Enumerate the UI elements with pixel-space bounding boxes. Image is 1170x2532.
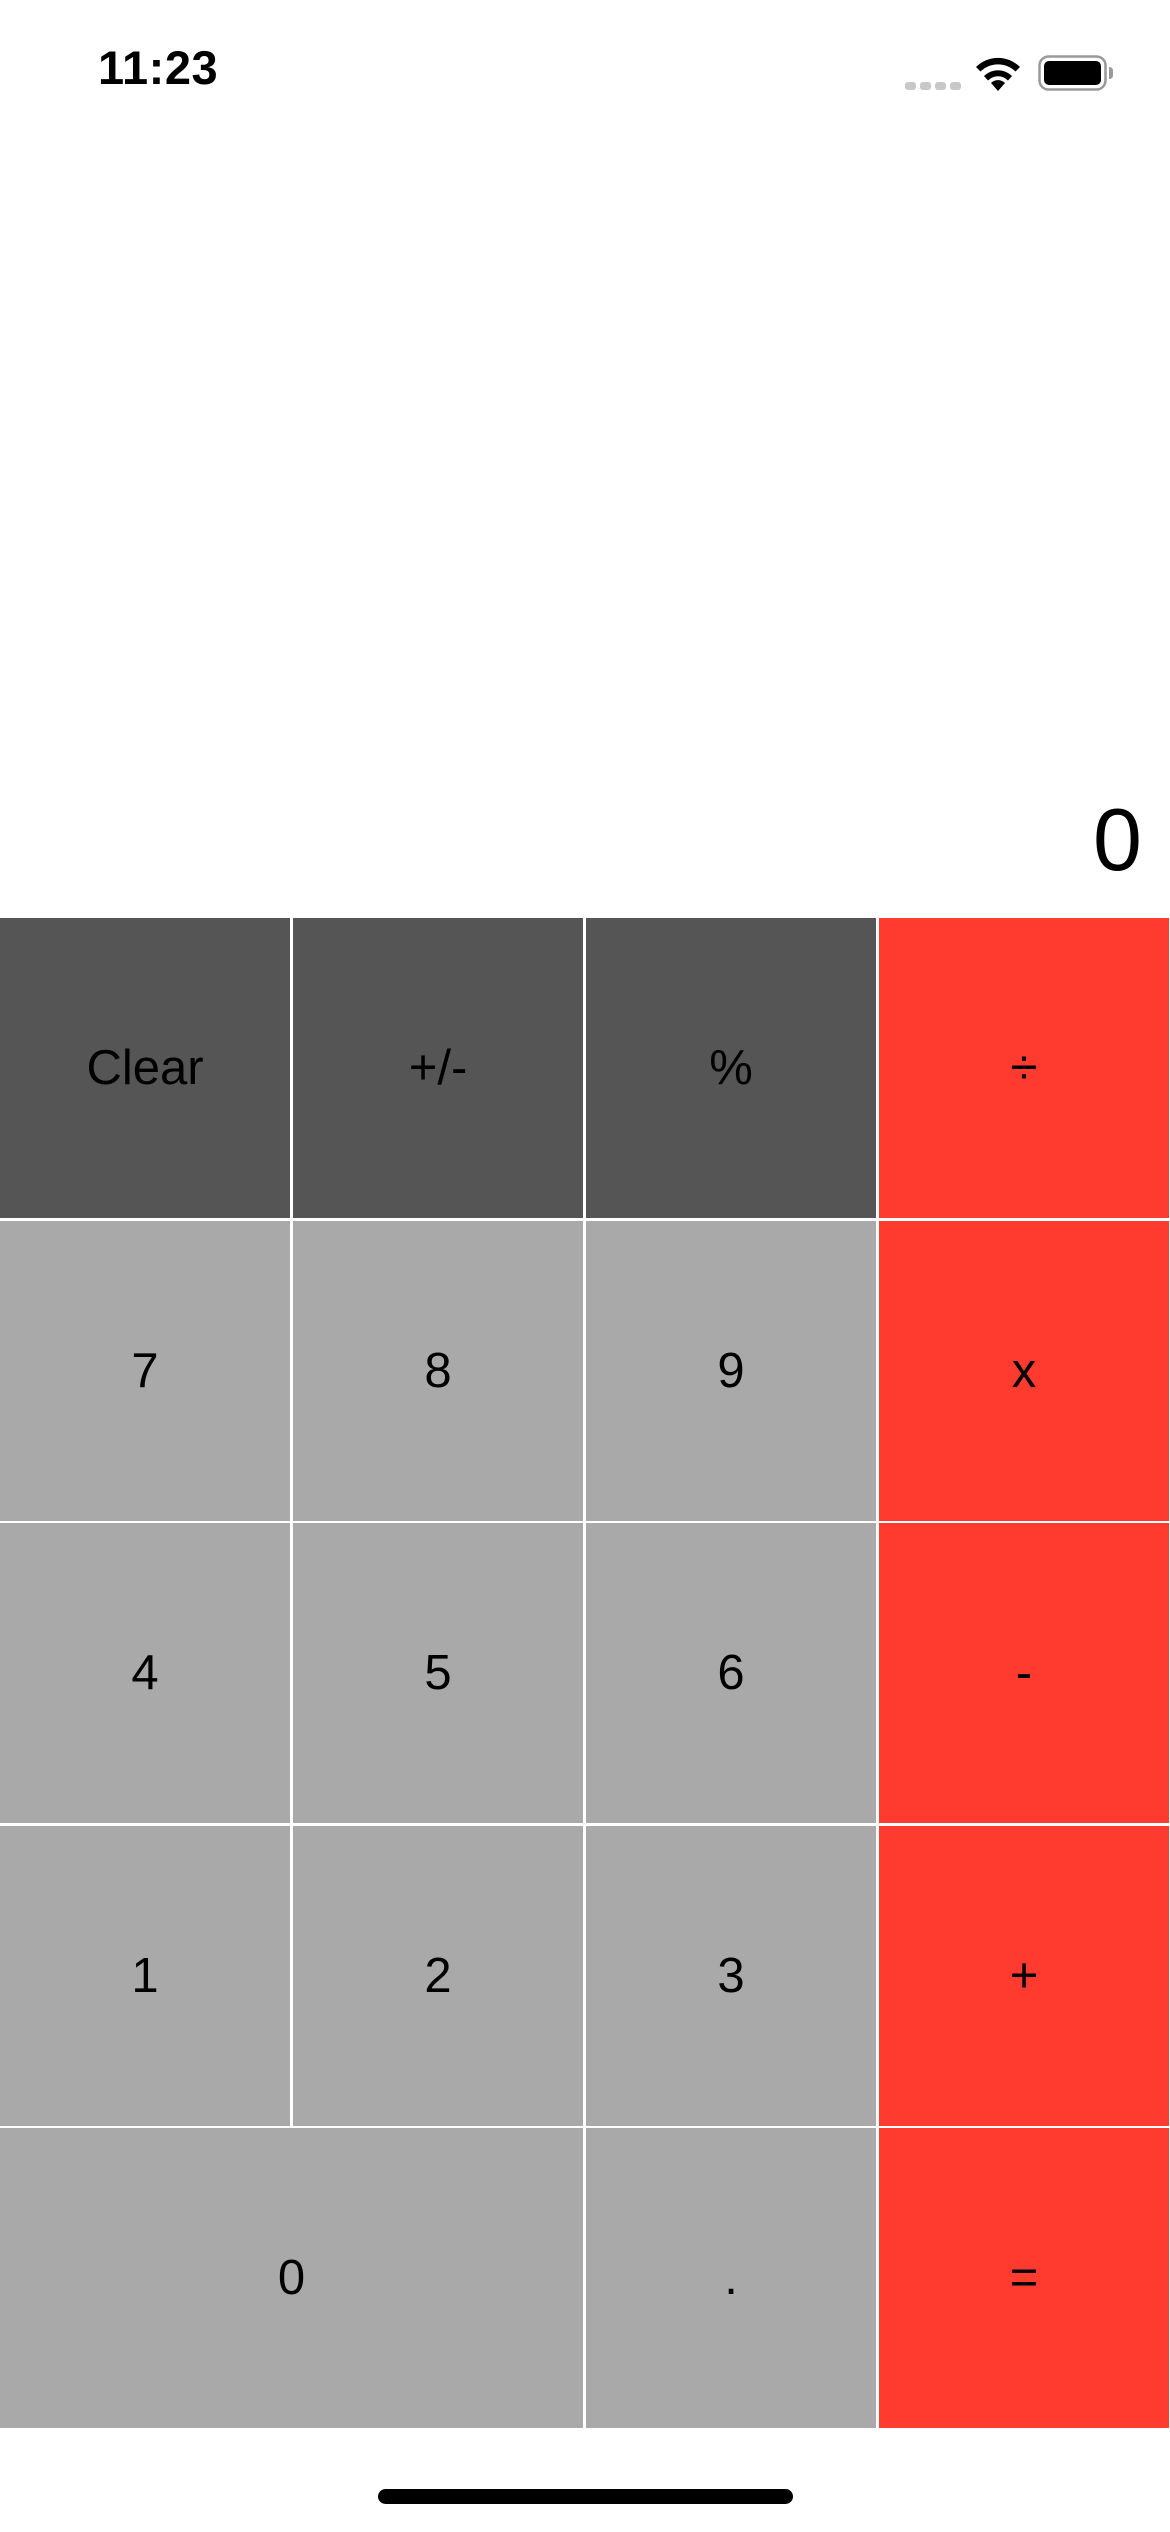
clear-button[interactable]: Clear [0,918,290,1218]
digit-1-button[interactable]: 1 [0,1825,290,2126]
multiply-button[interactable]: x [879,1220,1169,1521]
subtract-button[interactable]: - [879,1523,1169,1823]
sign-toggle-button[interactable]: +/- [293,918,583,1218]
digit-2-button[interactable]: 2 [293,1825,583,2126]
display-value: 0 [1093,790,1142,889]
digit-4-button[interactable]: 4 [0,1523,290,1823]
calculator-display: 0 [0,780,1170,900]
keypad: Clear +/- % ÷ 7 8 9 x 4 5 6 - 1 2 3 + 0 … [0,918,1170,2428]
add-button[interactable]: + [879,1825,1169,2126]
status-time: 11:23 [98,41,219,94]
divide-button[interactable]: ÷ [879,918,1169,1218]
digit-8-button[interactable]: 8 [293,1220,583,1521]
decimal-point-button[interactable]: . [586,2128,876,2428]
status-bar: 11:23 [0,0,1170,150]
percent-button[interactable]: % [586,918,876,1218]
home-indicator[interactable] [378,2489,793,2504]
digit-7-button[interactable]: 7 [0,1220,290,1521]
wifi-icon [976,57,1020,91]
battery-icon [1038,55,1113,91]
digit-5-button[interactable]: 5 [293,1523,583,1823]
digit-3-button[interactable]: 3 [586,1825,876,2126]
digit-9-button[interactable]: 9 [586,1220,876,1521]
equals-button[interactable]: = [879,2128,1169,2428]
cellular-signal-icon [905,82,961,90]
digit-0-button[interactable]: 0 [0,2128,583,2428]
digit-6-button[interactable]: 6 [586,1523,876,1823]
